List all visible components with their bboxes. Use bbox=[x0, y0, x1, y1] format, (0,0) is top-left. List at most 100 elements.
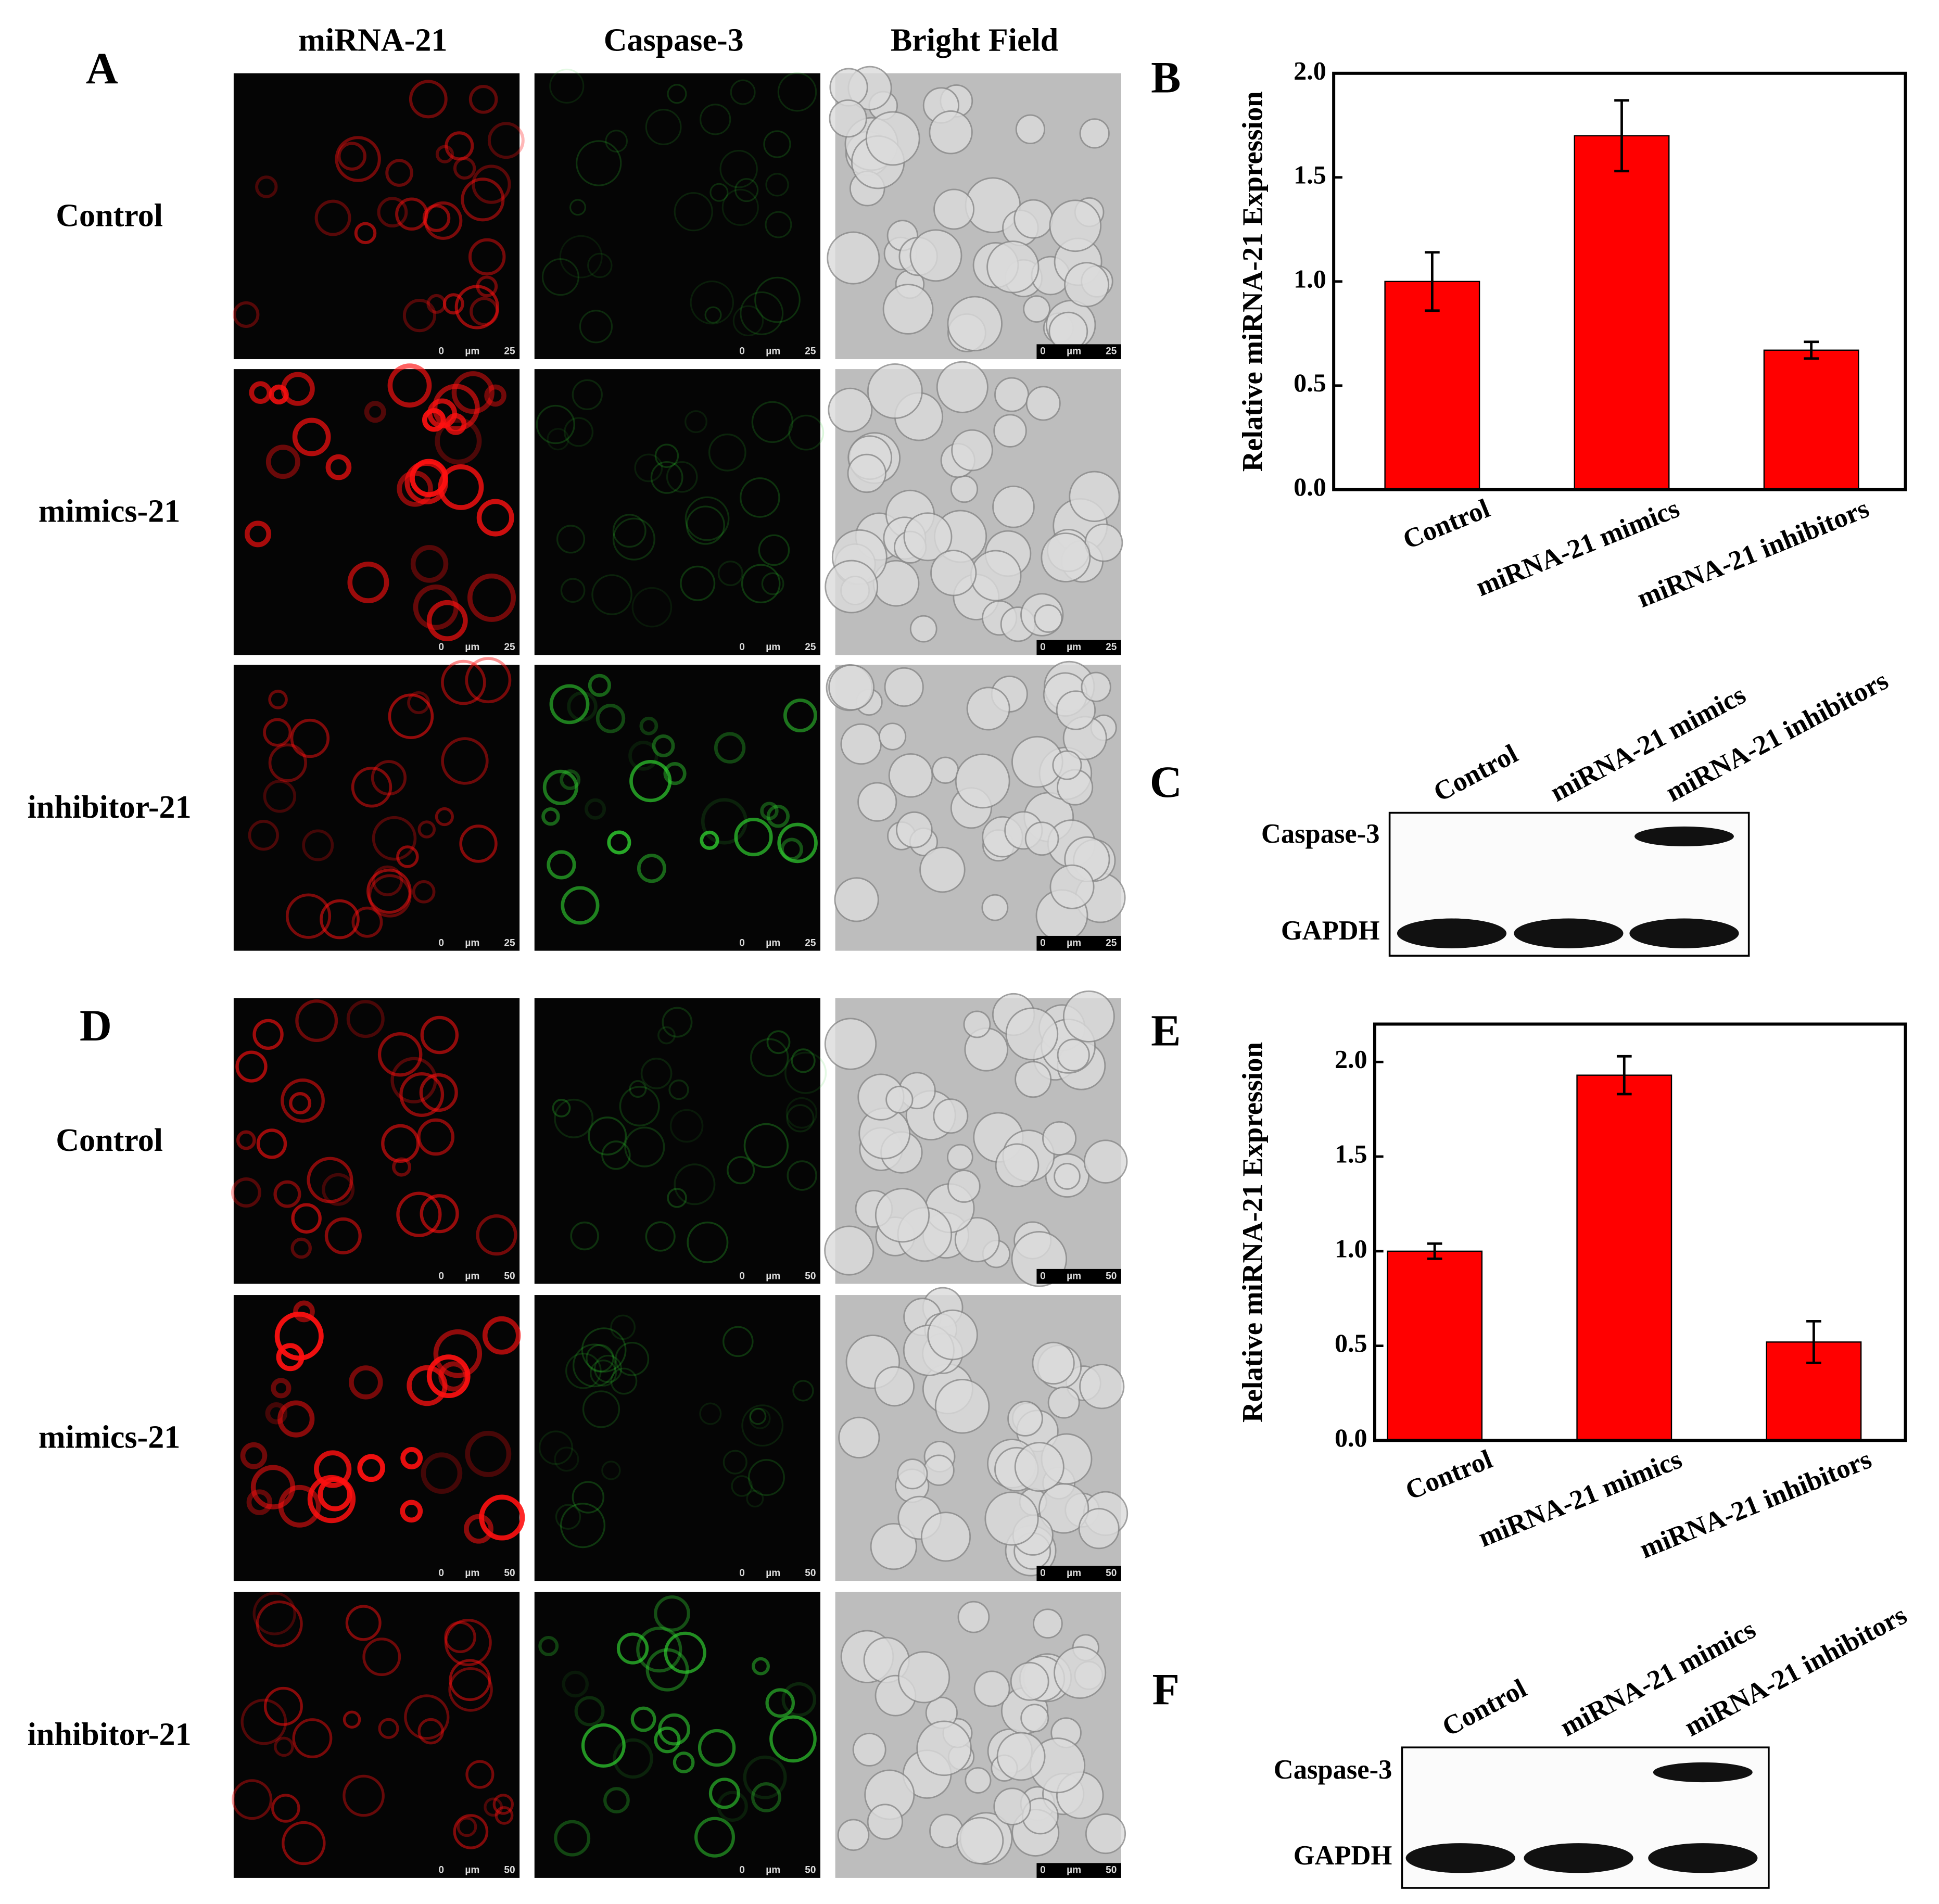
cell bbox=[828, 664, 875, 711]
cell bbox=[538, 1430, 573, 1465]
cell bbox=[263, 780, 296, 813]
row-label: mimics-21 bbox=[39, 494, 180, 529]
scale-bar-label: 50 bbox=[504, 1271, 515, 1281]
scale-bar-label: µm bbox=[465, 1865, 479, 1876]
cell bbox=[740, 477, 780, 518]
scale-bar-label: µm bbox=[766, 937, 780, 948]
cell bbox=[1049, 864, 1095, 909]
cell bbox=[933, 188, 975, 230]
cell bbox=[591, 574, 632, 615]
cell bbox=[634, 453, 663, 483]
scale-bar-label: µm bbox=[465, 1271, 479, 1281]
cell bbox=[541, 258, 579, 296]
error-bar bbox=[1616, 1055, 1632, 1096]
scale-bar-label: µm bbox=[1067, 1865, 1081, 1876]
scale-bar-label: 0 bbox=[438, 642, 444, 653]
cell bbox=[561, 886, 600, 925]
scale-bar-label: µm bbox=[766, 1271, 780, 1281]
cell bbox=[1015, 1061, 1052, 1098]
cell bbox=[468, 238, 506, 276]
cell bbox=[766, 1030, 791, 1055]
cell bbox=[349, 1365, 383, 1400]
cell bbox=[479, 1494, 525, 1541]
cell bbox=[1052, 750, 1082, 780]
cell bbox=[615, 1341, 650, 1376]
cell bbox=[417, 820, 436, 839]
scale-bar-label: 25 bbox=[805, 346, 816, 357]
scale-bar-label: 0 bbox=[739, 346, 745, 357]
cell bbox=[465, 1430, 512, 1477]
cell bbox=[700, 830, 719, 850]
cell bbox=[852, 1732, 886, 1767]
cell bbox=[461, 177, 505, 222]
cell bbox=[351, 906, 383, 938]
scale-bar-label: µm bbox=[1067, 1568, 1081, 1579]
cell bbox=[246, 1489, 273, 1515]
cell bbox=[612, 514, 647, 548]
cell bbox=[444, 1621, 476, 1654]
cell bbox=[654, 443, 679, 468]
cell bbox=[433, 1329, 483, 1378]
cell bbox=[476, 499, 514, 537]
cell bbox=[662, 1007, 693, 1038]
scale-bar-label: 0 bbox=[438, 1568, 444, 1579]
cell bbox=[874, 1366, 915, 1407]
micrograph-bg bbox=[534, 998, 820, 1284]
cell bbox=[897, 1458, 928, 1490]
cell bbox=[669, 1109, 704, 1143]
lane-label: Control bbox=[1437, 1673, 1531, 1742]
cell bbox=[335, 136, 381, 182]
cell bbox=[273, 1180, 301, 1208]
cell bbox=[538, 1635, 559, 1656]
micrograph: 0 µm 25 bbox=[826, 661, 1126, 951]
lane-label: miRNA-21 mimics bbox=[1545, 679, 1751, 807]
cell bbox=[472, 164, 511, 204]
cell bbox=[435, 145, 454, 163]
cell bbox=[637, 854, 666, 883]
cell bbox=[581, 1327, 627, 1373]
cell bbox=[256, 1600, 303, 1647]
cell bbox=[847, 453, 886, 493]
cell bbox=[465, 657, 512, 704]
cell bbox=[743, 1123, 789, 1169]
cell bbox=[590, 1359, 617, 1387]
scale-bar-label: µm bbox=[1067, 1271, 1081, 1281]
cell bbox=[824, 1225, 875, 1276]
cell bbox=[574, 1696, 605, 1727]
cell bbox=[274, 1312, 324, 1361]
cell bbox=[236, 1130, 256, 1150]
micrograph: 0 µm 25 bbox=[534, 68, 820, 360]
cell bbox=[252, 1592, 296, 1635]
bar bbox=[1576, 1074, 1672, 1441]
cell bbox=[362, 1638, 401, 1677]
cell bbox=[752, 1657, 770, 1675]
cell bbox=[265, 1402, 288, 1425]
cell bbox=[721, 188, 759, 226]
cell bbox=[741, 564, 781, 604]
cell bbox=[1083, 1139, 1128, 1184]
cell bbox=[652, 734, 675, 757]
cell bbox=[468, 85, 498, 114]
cell bbox=[933, 1098, 969, 1134]
scale-bar-label: µm bbox=[1067, 937, 1081, 948]
cell bbox=[467, 573, 516, 622]
scale-bar-label: 0 bbox=[1040, 1568, 1046, 1579]
cell bbox=[667, 84, 687, 104]
cell bbox=[749, 1407, 771, 1429]
cell bbox=[704, 306, 722, 324]
cell bbox=[554, 1098, 594, 1138]
cell bbox=[314, 1450, 352, 1488]
gapdh-band bbox=[1397, 918, 1507, 948]
cell bbox=[345, 1605, 382, 1641]
row-label: inhibitor-21 bbox=[28, 790, 192, 825]
cell bbox=[781, 1682, 817, 1717]
cell bbox=[903, 512, 953, 562]
cell bbox=[751, 1782, 781, 1812]
cell bbox=[449, 1659, 491, 1702]
cell bbox=[295, 999, 338, 1043]
cell bbox=[587, 252, 613, 278]
bar bbox=[1763, 349, 1859, 490]
scale-bar-label: µm bbox=[766, 1568, 780, 1579]
cell bbox=[1084, 523, 1123, 562]
